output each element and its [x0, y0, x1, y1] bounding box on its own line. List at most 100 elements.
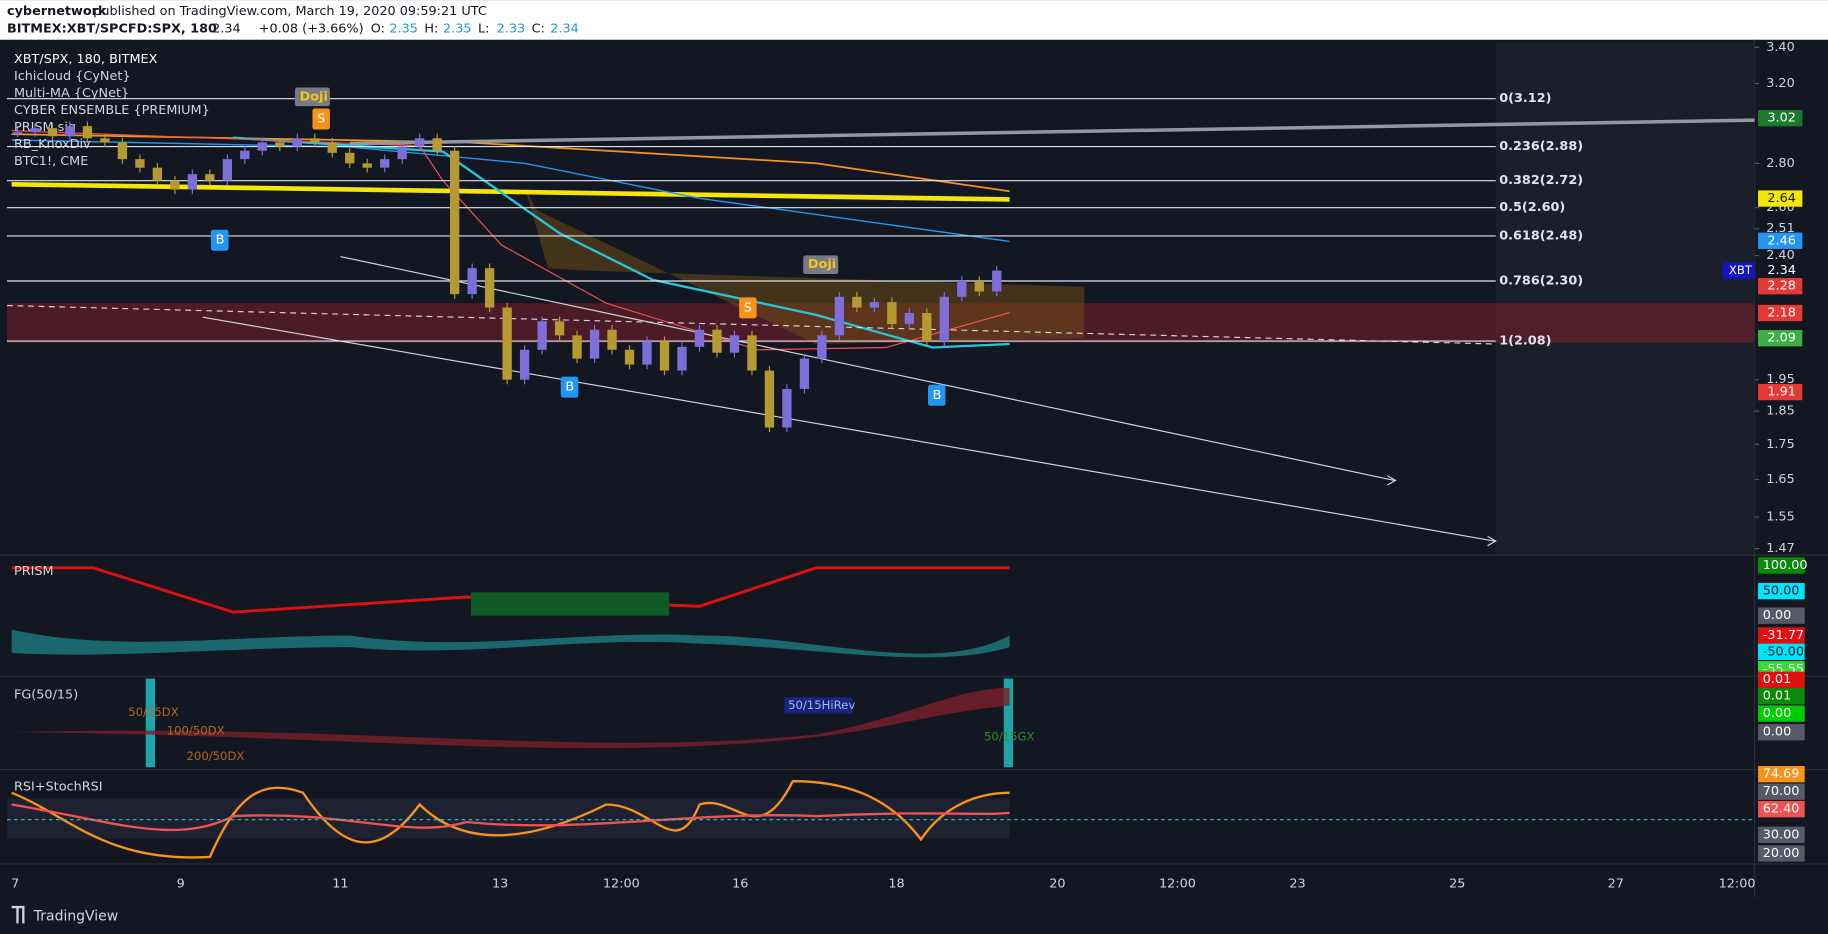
buy-label: B: [933, 388, 942, 403]
pane-value: -31.77: [1763, 628, 1804, 643]
candle: [624, 349, 635, 365]
pane-value-bg: [1758, 766, 1805, 783]
candle: [362, 163, 372, 168]
candle: [852, 296, 862, 308]
candle: [834, 296, 845, 336]
candle: [642, 341, 652, 365]
price-label: 3.02: [1767, 111, 1796, 126]
doji-label: Doji: [808, 257, 836, 272]
candle: [152, 167, 163, 181]
ma-cyan: [233, 136, 1010, 349]
y-tick-label: 1.85: [1766, 404, 1795, 419]
symbol: BITMEX:XBT/SPCFD:SPX, 180: [7, 22, 217, 37]
pane-value: 0.00: [1763, 706, 1792, 721]
buy-badge: [211, 229, 229, 251]
x-tick-label: 12:00: [603, 876, 640, 891]
ohlc-key: L:: [478, 22, 489, 37]
change: +0.08 (+3.66%): [259, 22, 364, 37]
ohlc-value: 2.35: [389, 22, 418, 37]
y-tick-label: 2.40: [1766, 248, 1795, 263]
candle: [502, 307, 512, 380]
candle: [170, 180, 180, 190]
candle: [974, 280, 984, 292]
candle: [607, 329, 617, 350]
price-label-bg: [1758, 232, 1803, 249]
pane-value-bg: [1758, 671, 1805, 688]
price-label: 2.64: [1767, 191, 1796, 206]
candle: [712, 329, 722, 353]
buy-badge: [927, 384, 946, 406]
doji-badge: [803, 255, 839, 275]
symbol-tag-bg: [1723, 262, 1755, 279]
y-tick-label: 1.55: [1766, 509, 1795, 524]
candle: [82, 126, 93, 139]
candle: [887, 302, 897, 325]
buy-badge: [560, 376, 579, 398]
prism-zone: [470, 592, 670, 616]
x-tick-label: 12:00: [1719, 876, 1756, 891]
fib-label: 1(2.08): [1499, 334, 1551, 349]
candle: [415, 138, 425, 147]
published: published on TradingView.com, March 19, …: [93, 4, 487, 19]
pane-value: 0.01: [1763, 689, 1792, 704]
candle: [222, 159, 232, 181]
pane-value-bg: [1758, 643, 1805, 660]
footer-bar: [0, 897, 1828, 934]
candle: [694, 329, 705, 347]
symbol-tag: XBT: [1729, 263, 1753, 277]
pane-value-bg: [1758, 705, 1805, 722]
buy-label: B: [565, 380, 574, 395]
pane-value-bg: [1758, 826, 1805, 843]
pane-value-bg: [1758, 557, 1805, 574]
candle: [939, 296, 949, 342]
pane-value: 30.00: [1763, 827, 1800, 842]
logo: [11, 905, 25, 924]
ohlc-key: O:: [371, 22, 385, 37]
pane-title: RSI+StochRSI: [14, 780, 103, 795]
pane-value: 20.00: [1763, 846, 1800, 861]
candle: [432, 138, 442, 151]
header-bar: [0, 0, 1828, 40]
pane-value-bg: [1758, 607, 1805, 624]
candle: [589, 329, 600, 359]
candle: [12, 132, 23, 134]
prism-wave: [11, 629, 1010, 658]
candle: [922, 313, 932, 342]
pane-value-bg: [1758, 627, 1805, 644]
candle: [554, 321, 565, 336]
ohlc-value: 2.34: [550, 22, 579, 37]
x-tick-label: 7: [11, 876, 19, 891]
pane-value: 0.00: [1763, 725, 1792, 740]
indicator-legend: RB_KnoxDiv: [14, 137, 91, 152]
author: cybernetwork: [7, 4, 107, 19]
ma-blue: [11, 139, 1010, 243]
price-label-bg: [1758, 110, 1803, 127]
price-label: 2.09: [1767, 331, 1796, 346]
price-label-bg: [1758, 262, 1803, 279]
fib-label: 0.5(2.60): [1499, 200, 1565, 215]
price-label: 2.34: [1767, 263, 1796, 278]
fg-bar: [1003, 678, 1014, 768]
buy-label: B: [216, 233, 225, 248]
x-tick-label: 25: [1449, 876, 1465, 891]
candle: [782, 388, 792, 428]
sell-badge: [739, 297, 757, 319]
candle: [817, 335, 827, 359]
pane-value-bg: [1758, 582, 1805, 600]
pane-value-bg: [1758, 845, 1805, 862]
pane-value-bg: [1758, 687, 1805, 705]
arrow-heads: [1387, 475, 1497, 547]
indicator-legend: CYBER ENSEMBLE {PREMIUM}: [14, 103, 210, 118]
price-label: 2.18: [1767, 306, 1796, 321]
pane-value: 62.40: [1763, 802, 1800, 817]
candle: [345, 152, 355, 164]
candle: [205, 174, 215, 181]
candle: [292, 138, 302, 147]
doji-label: Doji: [300, 89, 328, 104]
candle: [240, 150, 250, 160]
ma-red: [11, 130, 1010, 351]
candle: [47, 128, 58, 137]
pane-value: 100.00: [1763, 558, 1808, 573]
x-tick-label: 12:00: [1159, 876, 1196, 891]
